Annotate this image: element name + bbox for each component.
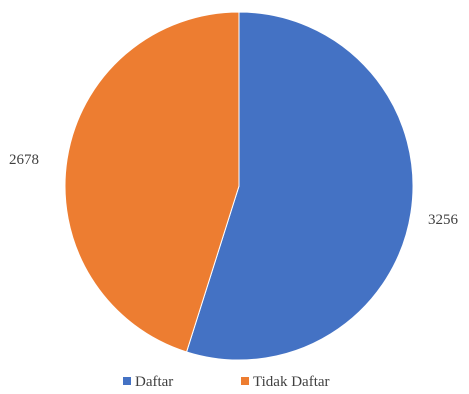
legend-swatch-daftar — [123, 377, 131, 385]
pie-slices — [64, 11, 414, 361]
legend-label-daftar: Daftar — [135, 374, 173, 390]
pie-slice-daftar — [185, 11, 414, 361]
pie-data-labels: 3256 2678 — [9, 152, 459, 228]
legend-label-tidak-daftar: Tidak Daftar — [253, 374, 330, 390]
data-label-daftar: 3256 — [428, 212, 459, 228]
pie-slice-tidak-daftar — [64, 11, 240, 353]
legend-swatch-tidak-daftar — [241, 377, 249, 385]
data-label-tidak-daftar: 2678 — [9, 152, 39, 168]
chart-legend: Daftar Tidak Daftar — [123, 374, 330, 390]
